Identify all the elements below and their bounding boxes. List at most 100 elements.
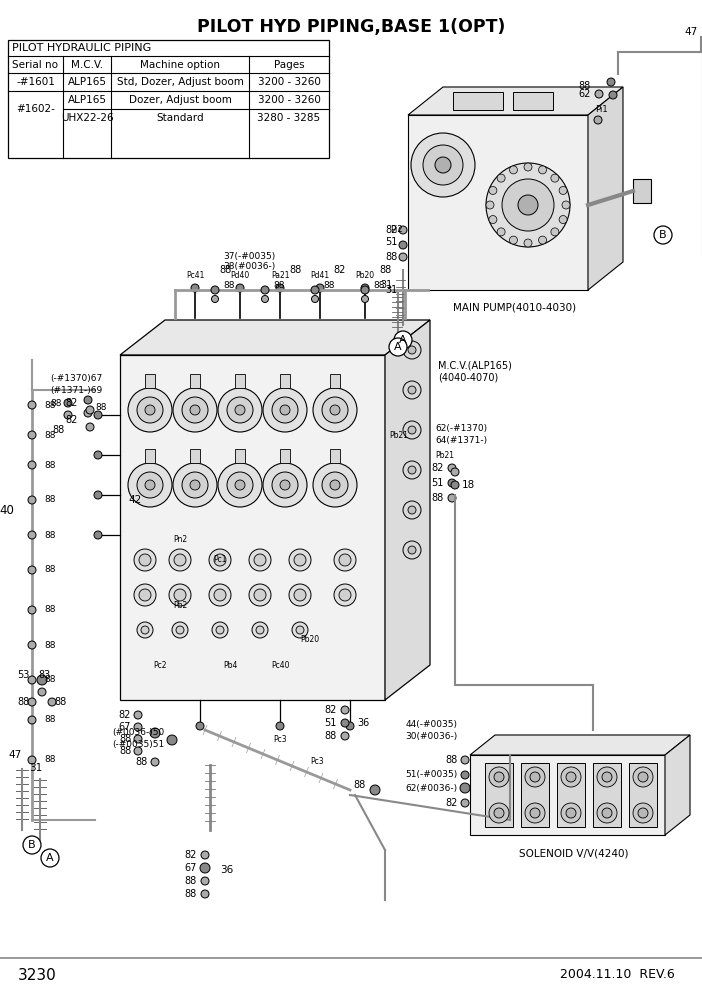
Circle shape	[209, 549, 231, 571]
Circle shape	[169, 584, 191, 606]
Circle shape	[272, 472, 298, 498]
Circle shape	[294, 554, 306, 566]
Circle shape	[263, 388, 307, 432]
Circle shape	[182, 472, 208, 498]
Bar	[330, 374, 340, 388]
Circle shape	[494, 808, 504, 818]
Text: 82: 82	[185, 850, 197, 860]
Circle shape	[134, 711, 142, 719]
Circle shape	[461, 771, 469, 779]
Text: 3200 - 3260: 3200 - 3260	[258, 77, 320, 87]
Text: 88: 88	[432, 493, 444, 503]
Bar	[557, 763, 585, 827]
Circle shape	[607, 78, 615, 86]
Polygon shape	[385, 320, 430, 700]
Circle shape	[211, 286, 219, 294]
Text: 64(#1371-): 64(#1371-)	[435, 435, 487, 444]
Circle shape	[28, 676, 36, 684]
Circle shape	[212, 622, 228, 638]
Text: 82: 82	[119, 710, 131, 720]
Circle shape	[312, 296, 319, 303]
Circle shape	[276, 284, 284, 292]
Circle shape	[330, 480, 340, 490]
Text: 83: 83	[38, 670, 51, 680]
Circle shape	[489, 767, 509, 787]
Circle shape	[448, 494, 456, 502]
Circle shape	[128, 463, 172, 507]
Circle shape	[399, 226, 407, 234]
Circle shape	[41, 849, 59, 867]
Circle shape	[294, 589, 306, 601]
Text: 31: 31	[29, 763, 42, 773]
Text: 67: 67	[185, 863, 197, 873]
Bar	[235, 374, 245, 388]
Text: 88: 88	[386, 252, 398, 262]
Circle shape	[249, 549, 271, 571]
Text: 88: 88	[446, 755, 458, 765]
Circle shape	[551, 228, 559, 236]
Text: A: A	[46, 853, 54, 863]
Circle shape	[510, 166, 517, 174]
Circle shape	[313, 388, 357, 432]
Text: 88: 88	[44, 676, 55, 684]
Text: 88: 88	[379, 265, 391, 275]
Circle shape	[538, 166, 547, 174]
Circle shape	[216, 626, 224, 634]
Circle shape	[28, 756, 36, 764]
Circle shape	[272, 397, 298, 423]
Circle shape	[28, 431, 36, 439]
Text: 88: 88	[44, 460, 55, 469]
Bar	[629, 763, 657, 827]
Bar	[470, 755, 665, 835]
Circle shape	[502, 179, 554, 231]
Circle shape	[411, 133, 475, 197]
Circle shape	[137, 397, 163, 423]
Circle shape	[292, 622, 308, 638]
Circle shape	[141, 626, 149, 634]
Circle shape	[524, 239, 532, 247]
Circle shape	[289, 584, 311, 606]
Circle shape	[408, 346, 416, 354]
Text: 82: 82	[65, 415, 78, 425]
Circle shape	[196, 722, 204, 730]
Circle shape	[510, 236, 517, 244]
Text: 18: 18	[462, 480, 475, 490]
Circle shape	[597, 803, 617, 823]
Circle shape	[84, 409, 92, 417]
Circle shape	[461, 799, 469, 807]
Circle shape	[435, 157, 451, 173]
Circle shape	[566, 772, 576, 782]
Bar	[453, 92, 503, 110]
Circle shape	[218, 388, 262, 432]
Circle shape	[638, 808, 648, 818]
Text: 88: 88	[51, 399, 62, 408]
Circle shape	[633, 803, 653, 823]
Circle shape	[218, 463, 262, 507]
Circle shape	[86, 423, 94, 431]
Text: Pb2: Pb2	[173, 600, 187, 609]
Text: 3230: 3230	[18, 967, 57, 982]
Text: 51: 51	[432, 478, 444, 488]
Text: 2004.11.10  REV.6: 2004.11.10 REV.6	[560, 968, 675, 981]
Circle shape	[28, 716, 36, 724]
Circle shape	[214, 554, 226, 566]
Text: Pn2: Pn2	[173, 536, 187, 545]
Text: (#1371-)69: (#1371-)69	[50, 386, 102, 395]
Bar	[593, 763, 621, 827]
Text: 31: 31	[380, 280, 393, 290]
Circle shape	[525, 803, 545, 823]
Circle shape	[538, 236, 547, 244]
Circle shape	[403, 341, 421, 359]
Circle shape	[489, 803, 509, 823]
Text: 44(-#0035): 44(-#0035)	[406, 720, 458, 729]
Circle shape	[252, 622, 268, 638]
Circle shape	[134, 723, 142, 731]
Text: 51(-#0035): 51(-#0035)	[406, 771, 458, 780]
Text: 31: 31	[386, 285, 398, 295]
Circle shape	[86, 406, 94, 414]
Text: 88: 88	[44, 495, 55, 505]
Circle shape	[261, 286, 269, 294]
Text: 3280 - 3285: 3280 - 3285	[258, 113, 321, 123]
Circle shape	[403, 461, 421, 479]
Circle shape	[280, 405, 290, 415]
